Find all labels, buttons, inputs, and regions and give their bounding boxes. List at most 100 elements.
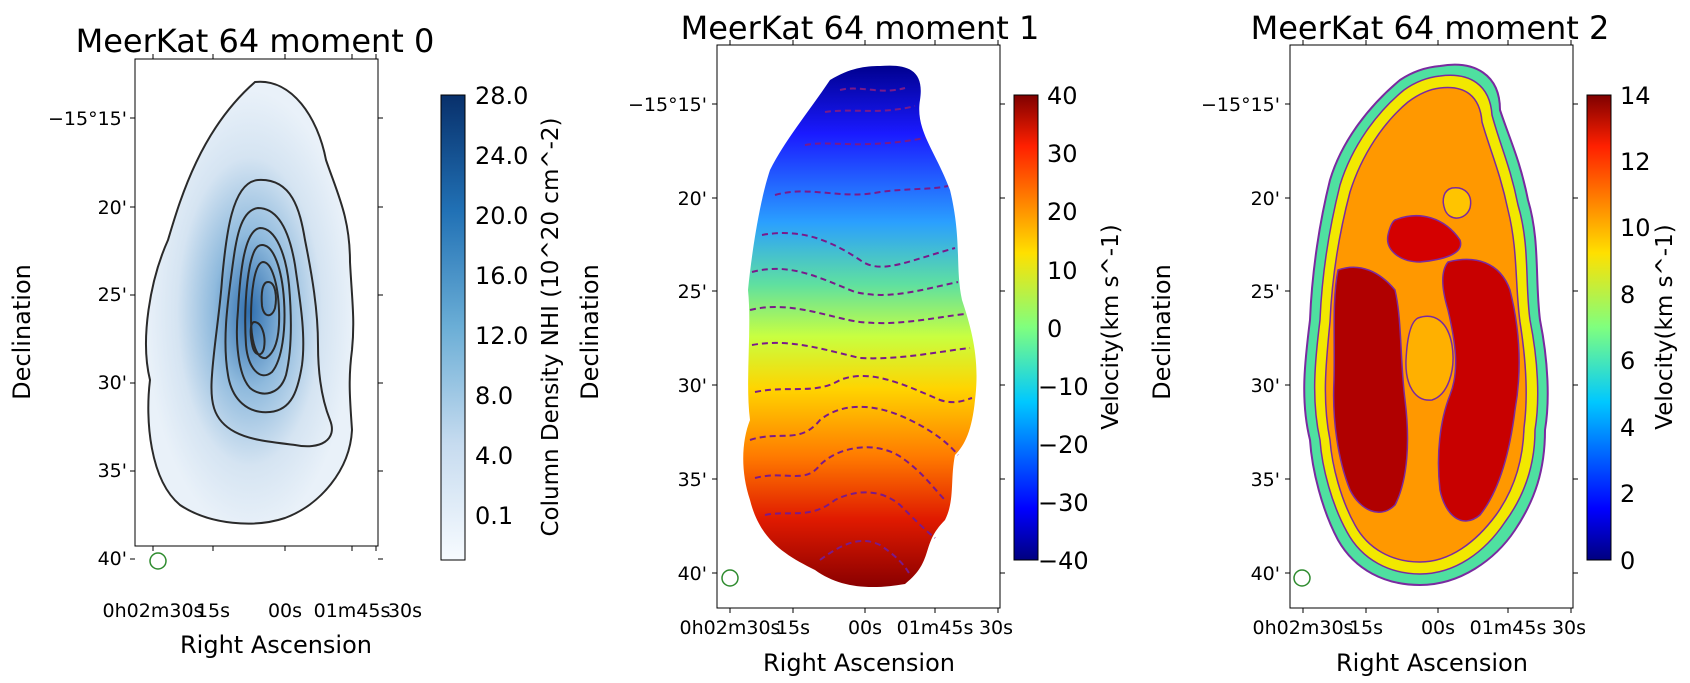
dispersion-low-region — [1405, 315, 1454, 401]
contour-line — [774, 185, 949, 196]
x-tick-label: 00s — [268, 600, 302, 622]
colorbar: 40 30 20 10 0 −10 −20 −30 −40 Velocity(k… — [1013, 82, 1124, 575]
contour-line — [764, 491, 936, 539]
x-tick-label: 01m45s — [1470, 617, 1547, 639]
x-axis: 0h02m30s 15s 00s 01m45s 30s Right Ascens… — [1253, 617, 1586, 677]
contour-line — [244, 243, 286, 377]
colorbar-tick-label: 24.0 — [475, 142, 528, 170]
dispersion-low-region — [1442, 187, 1472, 219]
contour-line — [749, 405, 959, 456]
y-tick-label: 35' — [678, 469, 707, 491]
colorbar-tick-label: −30 — [1038, 489, 1089, 517]
y-tick-label: 25' — [678, 281, 707, 303]
panel-moment0: MeerKat 64 moment 0 −15°15' 20' 25' 30' … — [8, 22, 564, 659]
contour-line — [754, 375, 973, 404]
contour-line — [839, 87, 906, 92]
y-tick-label: 30' — [678, 375, 707, 397]
dispersion-high-region — [1332, 266, 1409, 513]
contour-line — [824, 105, 916, 113]
colorbar: 14 12 10 8 6 4 2 0 Velocity(km s^-1) — [1586, 82, 1678, 575]
x-tick-label: 30s — [979, 617, 1013, 639]
contour-line — [235, 226, 292, 395]
axis-ticks — [130, 40, 1578, 613]
y-tick-label: 40' — [1251, 563, 1280, 585]
y-tick-label: 20' — [98, 197, 127, 219]
x-tick-label: 15s — [1349, 617, 1383, 639]
colorbar-tick-label: 6 — [1620, 347, 1635, 375]
velocity-contours — [749, 87, 973, 576]
colorbar-tick-label: 0.1 — [475, 502, 513, 530]
colorbar: 28.0 24.0 20.0 16.0 12.0 8.0 4.0 0.1 Col… — [440, 82, 564, 561]
colorbar-tick-label: 10 — [1620, 214, 1651, 242]
colorbar-tick-label: 8 — [1620, 281, 1635, 309]
x-tick-label: 15s — [196, 600, 230, 622]
colorbar-tick-label: −10 — [1038, 373, 1089, 401]
colorbar-tick-label: −40 — [1038, 547, 1089, 575]
contour-line — [249, 320, 266, 356]
colorbar-tick-label: −20 — [1038, 431, 1089, 459]
colorbar-tick-label: 16.0 — [475, 262, 528, 290]
y-tick-label: −15°15' — [628, 94, 707, 116]
x-axis-label: Right Ascension — [1336, 649, 1528, 677]
colorbar-tick-label: 14 — [1620, 82, 1651, 110]
contour-line — [819, 540, 911, 576]
x-tick-label: 0h02m30s — [680, 617, 781, 639]
colorbar-label: Velocity(km s^-1) — [1652, 224, 1678, 429]
y-tick-label: 20' — [1251, 188, 1280, 210]
x-tick-label: 01m45s — [897, 617, 974, 639]
colorbar-tick-label: 0 — [1620, 547, 1635, 575]
colorbar-gradient — [1013, 94, 1039, 561]
dispersion-high-region — [1386, 215, 1462, 263]
colorbar-tick-label: 8.0 — [475, 382, 513, 410]
chart-title: MeerKat 64 moment 1 — [681, 9, 1040, 47]
contour-line — [224, 206, 305, 414]
y-tick-label: 30' — [1251, 375, 1280, 397]
y-tick-label: 35' — [1251, 469, 1280, 491]
contour-line — [749, 306, 966, 325]
contour-line — [754, 446, 946, 501]
colorbar-gradient — [440, 94, 466, 561]
colorbar-label: Column Density NHI (10^20 cm^-2) — [538, 117, 564, 536]
y-tick-label: 25' — [1251, 281, 1280, 303]
y-axis: −15°15' 20' 25' 30' 35' 40' Declination — [8, 108, 127, 570]
y-tick-label: 40' — [678, 563, 707, 585]
colorbar-tick-label: 20 — [1047, 198, 1078, 226]
panel-moment2: MeerKat 64 moment 2 −15°15' 20' 25' 30' … — [1148, 9, 1678, 677]
colorbar-label: Velocity(km s^-1) — [1098, 224, 1124, 429]
contour-line — [751, 267, 959, 296]
colorbar-gradient — [1586, 94, 1612, 561]
beam-ellipse — [721, 569, 739, 587]
x-axis-label: Right Ascension — [180, 631, 372, 659]
y-tick-label: 25' — [98, 284, 127, 306]
contour-line — [761, 232, 956, 268]
y-axis-label: Declination — [8, 264, 36, 400]
dispersion-high-region — [1437, 258, 1520, 522]
panel-moment1: MeerKat 64 moment 1 −15°15' 20' 25' 30' … — [576, 9, 1124, 677]
contour-line — [210, 178, 333, 448]
chart-title: MeerKat 64 moment 2 — [1251, 9, 1610, 47]
contour-line — [751, 341, 971, 360]
x-tick-label: 0h02m30s — [103, 600, 204, 622]
y-tick-label: 20' — [678, 188, 707, 210]
contour-line — [260, 280, 277, 317]
x-tick-label: 30s — [388, 600, 422, 622]
x-axis-label: Right Ascension — [763, 649, 955, 677]
colorbar-tick-label: 4 — [1620, 414, 1635, 442]
colorbar-tick-label: 28.0 — [475, 82, 528, 110]
colorbar-tick-label: 30 — [1047, 140, 1078, 168]
chart-title: MeerKat 64 moment 0 — [76, 22, 435, 60]
y-tick-label: −15°15' — [1201, 94, 1280, 116]
y-tick-label: 35' — [98, 460, 127, 482]
y-axis-label: Declination — [576, 264, 604, 400]
y-axis-label: Declination — [1148, 264, 1176, 400]
x-tick-label: 00s — [1421, 617, 1455, 639]
beam-ellipse — [149, 552, 167, 570]
contour-line — [249, 260, 281, 360]
x-tick-label: 0h02m30s — [1253, 617, 1354, 639]
velocity-field-image — [743, 65, 977, 588]
x-axis: 0h02m30s 15s 00s 01m45s 30s Right Ascens… — [103, 600, 422, 659]
x-axis: 0h02m30s 15s 00s 01m45s 30s Right Ascens… — [680, 617, 1013, 677]
colorbar-tick-label: 12.0 — [475, 322, 528, 350]
x-tick-label: 15s — [776, 617, 810, 639]
